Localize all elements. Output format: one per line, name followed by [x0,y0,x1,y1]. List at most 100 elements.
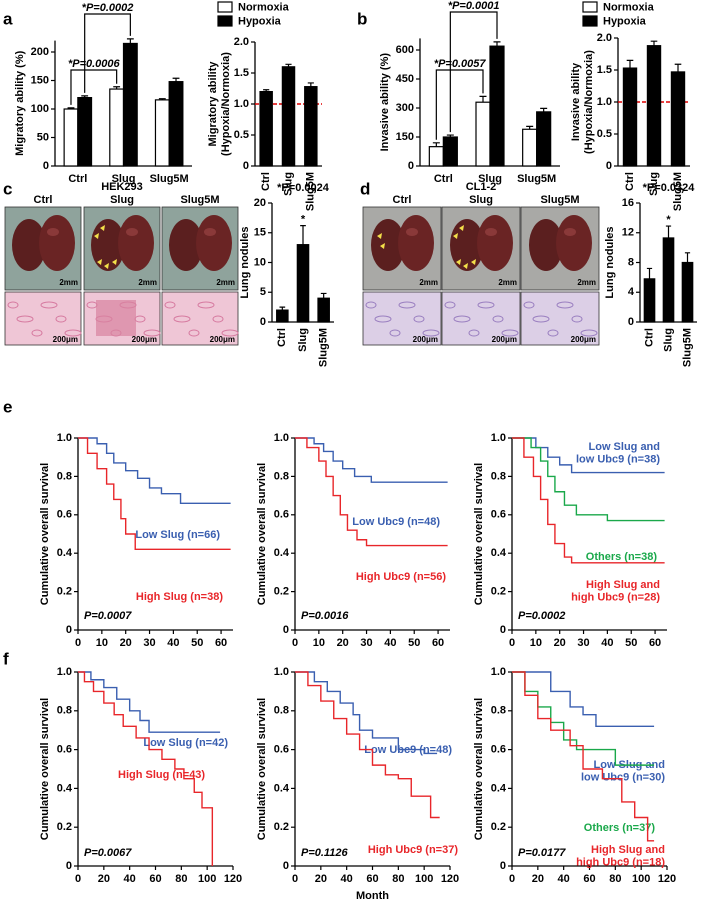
bar [63,108,79,167]
condition-label: Slug [110,194,134,206]
legend-label: Hypoxia [238,15,282,27]
x-tick-label: 50 [625,637,637,649]
y-axis-label: (Hypoxia/Normoxia) [220,52,232,156]
bar [536,111,552,167]
annotation: P=0.0007 [84,610,132,622]
x-tick-label: 10 [96,637,108,649]
x-axis-label: Month [356,890,389,902]
condition-label: Slug [469,194,493,206]
y-tick-label: 0.2 [491,586,506,598]
bar [475,101,491,167]
tissue-region [580,329,598,337]
nodule-arrowhead [456,259,461,265]
y-tick-label: 0 [243,160,249,172]
survival-curve [295,671,438,755]
error-bar [626,59,634,69]
x-tick-label: Slug5M [305,172,317,211]
annotation: P=0.1126 [301,847,348,859]
y-tick-label: 1.0 [274,432,289,444]
error-bar [307,82,314,87]
y-axis-label: (Hypoxia/Normoxia) [583,50,595,154]
bracket [84,13,131,93]
curve-label: High Ubc9 (n=37) [368,844,458,856]
tissue-region [532,315,550,323]
bar [259,90,273,167]
y-tick-label: 0.2 [274,821,289,833]
x-tick-label: 20 [98,873,110,885]
y-axis-label: Invasive ability (%) [379,53,391,152]
bar [522,128,538,167]
tissue-region [221,329,239,337]
x-tick-label: 10 [313,637,325,649]
x-tick-label: Slug [648,172,660,196]
y-tick-label: 0 [606,160,612,172]
y-tick-label: 0.6 [57,744,72,756]
lung-highlight [485,228,497,236]
panel-letter: a [3,9,13,28]
x-tick-label: 60 [215,637,227,649]
scale-label: 200μm [210,335,235,344]
survival-curve [295,671,440,819]
condition-label: Ctrl [393,194,412,206]
error-bar [320,292,327,299]
y-tick-label: 1.0 [234,98,249,110]
error-bar [646,267,653,279]
survival-curve [512,671,655,842]
y-tick-label: 10 [254,256,266,268]
condition-label: Slug5M [540,194,579,206]
tissue-region [365,301,377,309]
error-bar [684,252,691,263]
x-tick-label: 40 [558,873,570,885]
bracket [435,69,484,140]
y-tick-label: 1.0 [57,432,72,444]
scale-label: 2mm [59,278,78,287]
y-tick-label: 0.2 [57,586,72,598]
x-tick-label: Ctrl [68,173,87,185]
survival-curve [78,437,231,504]
x-tick-label: 120 [224,873,242,885]
y-tick-label: 0.6 [57,509,72,521]
tissue-region [164,301,176,309]
x-tick-label: Slug5M [517,173,556,185]
y-tick-label: 0 [283,624,289,636]
nodule-arrowhead [463,263,468,269]
panel-letter: c [3,179,12,198]
y-tick-label: 16 [622,197,634,209]
bar [662,237,675,323]
lung-lobe [196,215,232,271]
legend-label: Normoxia [238,1,290,13]
x-tick-label: Slug [282,172,294,196]
y-tick-label: 0 [500,624,506,636]
tissue-region [374,315,392,323]
error-bar [650,40,658,46]
nodule-arrowhead [112,259,117,265]
bar [296,244,310,323]
tissue-region [468,329,480,337]
x-tick-label: 50 [191,637,203,649]
curve-label: High Slug and high Ubc9 (n=28) [571,579,660,604]
error-bar [493,41,501,47]
y-tick-label: 0.4 [491,782,507,794]
x-tick-label: 0 [292,873,298,885]
lung-lobe [91,219,125,271]
y-tick-label: 0.6 [491,744,506,756]
y-tick-label: 150 [396,131,414,143]
y-tick-label: 0.2 [491,821,506,833]
bar [168,81,184,167]
tissue-region [212,315,224,323]
x-tick-label: 40 [341,873,353,885]
tissue-region [40,301,58,309]
bracket [70,69,118,105]
y-tick-label: 0 [66,860,72,872]
annotation: *P=0.0057 [434,58,487,70]
scale-label: 2mm [577,278,596,287]
y-tick-label: 0.4 [491,547,507,559]
scale-label: 2mm [498,278,517,287]
significance-mark: * [666,214,671,226]
curve-label: Low Slug and low Ubc9 (n=30) [581,759,665,784]
x-tick-label: 120 [658,873,676,885]
lung-highlight [47,228,59,236]
x-tick-label: 100 [198,873,216,885]
y-tick-label: 0 [408,160,414,172]
x-tick-label: 20 [120,637,132,649]
